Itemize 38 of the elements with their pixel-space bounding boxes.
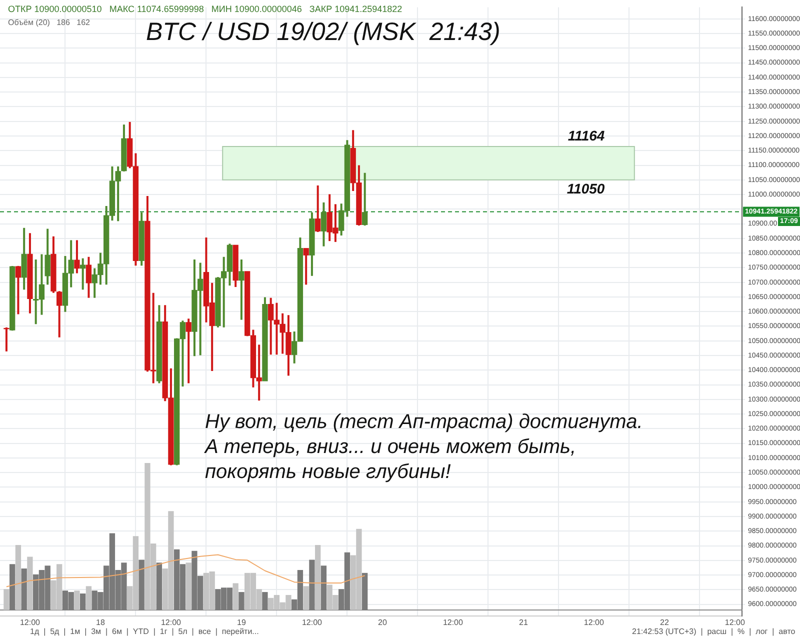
annotation: Объём (20) 186 162	[8, 18, 90, 27]
bar	[315, 544, 321, 610]
x-tick-label: 18	[96, 618, 106, 628]
bar	[232, 583, 238, 610]
x-tick-label: 12:00	[160, 618, 182, 628]
bar	[74, 590, 80, 610]
text: 21:42:53 (UTC+3) | расш | % | лог | авто	[632, 627, 796, 636]
x-tick-label: 20	[378, 618, 388, 628]
text: 1д | 5д | 1м | 3м | 6м | YTD | 1г | 5л | все | перейти...	[30, 627, 259, 636]
bar	[238, 592, 244, 610]
x-tick-label: 12:00	[302, 618, 323, 628]
bar	[10, 564, 16, 610]
bar	[21, 568, 27, 610]
annotation: ОТКР 10900.00000510 МАКС 11074.65999998 МИН 10900.00000046 ЗАКР 10941.25941822	[8, 4, 402, 14]
bar	[309, 560, 315, 610]
annotation: Ну вот, цель (тест Ап-траста) достигнута. А теперь, вниз... и очень может быть, покорять новые глубины!	[205, 410, 643, 485]
x-tick-label: 12:00	[442, 618, 464, 628]
x-tick-label: 12:00	[584, 618, 605, 628]
bar	[362, 572, 368, 610]
bar	[320, 566, 327, 610]
x-tick-label: 19	[237, 618, 246, 628]
x-tick-label: 21	[519, 618, 528, 628]
bar	[262, 592, 268, 610]
annotation: 11164	[568, 127, 605, 144]
bar	[80, 594, 86, 610]
bar	[156, 562, 162, 610]
bar	[15, 544, 22, 610]
bar	[138, 560, 144, 610]
bar	[27, 556, 33, 610]
bar	[303, 586, 309, 610]
bar	[86, 586, 92, 610]
bar	[4, 589, 10, 610]
bar	[186, 562, 192, 610]
x-tick-label: 22	[660, 618, 670, 628]
x-tick-label: 12:00	[20, 618, 41, 628]
chart-title: BTC / USD 19/02/ (MSK 21:43)	[146, 18, 500, 47]
x-tick-label: 12:00	[724, 618, 746, 628]
annotation: 11050	[566, 180, 605, 197]
